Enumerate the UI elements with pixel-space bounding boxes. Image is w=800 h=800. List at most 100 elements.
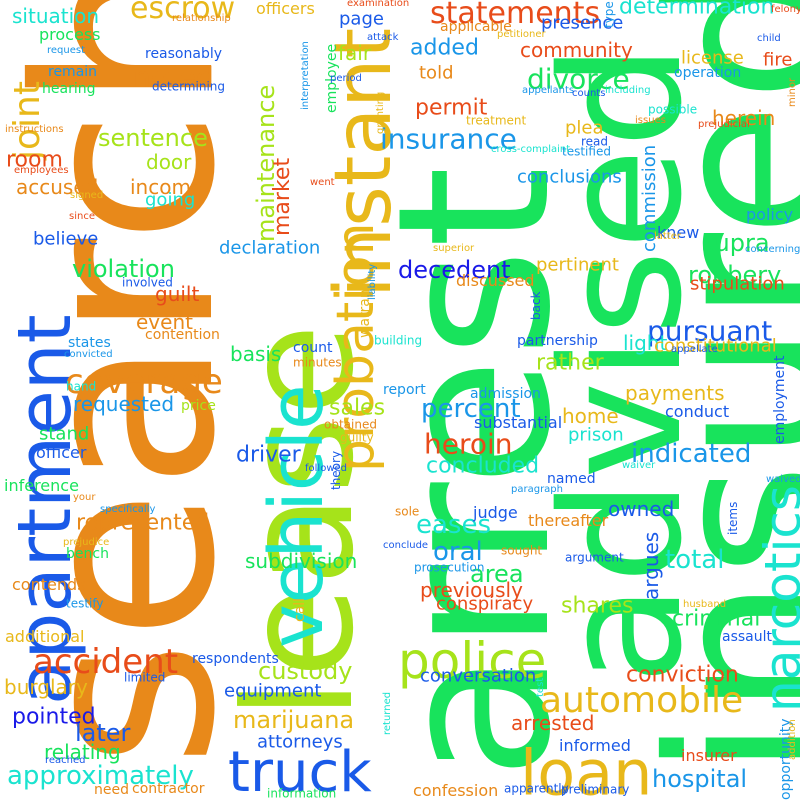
cloud-word: stand — [39, 423, 90, 445]
cloud-word: statements — [430, 0, 601, 31]
cloud-word: represented — [76, 510, 210, 536]
cloud-word: operation — [674, 64, 742, 81]
cloud-word: custody — [258, 656, 353, 685]
cloud-word: policy — [746, 205, 794, 225]
cloud-word: later — [75, 718, 131, 747]
cloud-word: substantial — [474, 413, 563, 433]
cloud-word: call — [292, 597, 308, 622]
cloud-word: apparently — [504, 781, 569, 796]
cloud-word: remain — [48, 63, 98, 80]
cloud-word: granting — [375, 91, 386, 134]
cloud-word: discussed — [456, 271, 535, 291]
cloud-word: pertinent — [536, 254, 619, 276]
cloud-word: prejudicial — [698, 119, 750, 130]
cloud-word: relating — [44, 740, 121, 764]
cloud-word: employees — [14, 165, 69, 176]
cloud-word: appellants — [522, 85, 575, 96]
cloud-word: accident — [33, 641, 179, 682]
cloud-word: total — [665, 545, 725, 576]
cloud-word: fair — [338, 41, 372, 65]
cloud-word: presence — [541, 12, 624, 34]
cloud-word: criminal — [672, 606, 761, 632]
cloud-word: building — [374, 333, 423, 348]
cloud-word: added — [410, 35, 479, 61]
cloud-word: cross-complaint — [491, 144, 571, 155]
cloud-word: supra — [702, 228, 770, 257]
cloud-word: contractor — [132, 780, 205, 797]
cloud-word: insurance — [380, 122, 517, 156]
cloud-word: driver — [236, 442, 301, 468]
cloud-word: counts — [572, 88, 606, 99]
cloud-word: attack — [367, 32, 399, 43]
cloud-word: obtained — [324, 417, 377, 432]
cloud-word: fire — [763, 49, 793, 71]
cloud-word: officer — [36, 443, 87, 463]
cloud-word: instructions — [5, 124, 64, 135]
cloud-word: coverage — [65, 361, 223, 402]
cloud-word: specifically — [100, 504, 156, 515]
cloud-word: guilty — [340, 430, 374, 445]
cloud-word: partnership — [517, 332, 598, 349]
cloud-word: prejudice — [63, 537, 110, 548]
cloud-word: argues — [639, 531, 663, 600]
cloud-word: escrow — [130, 0, 236, 26]
cloud-word: indicated — [631, 439, 752, 470]
cloud-word: reasonably — [145, 45, 223, 62]
cloud-word: conversation — [420, 665, 537, 687]
cloud-word: reached — [45, 755, 86, 766]
cloud-word: loan — [520, 736, 653, 800]
cloud-word: hand — [66, 379, 97, 394]
cloud-word: superior — [433, 243, 475, 254]
cloud-word: light — [623, 331, 668, 355]
cloud-word: payments — [625, 381, 725, 405]
cloud-word: request — [47, 45, 86, 56]
cloud-word: items — [726, 501, 740, 535]
cloud-word: possible — [648, 102, 698, 117]
cloud-word: eases — [416, 510, 492, 541]
cloud-word: event — [136, 310, 193, 334]
cloud-word: herein — [712, 106, 776, 130]
cloud-word: stipulation — [690, 273, 785, 295]
cloud-word: equipment — [224, 680, 322, 702]
cloud-word: going — [145, 189, 196, 211]
cloud-word: since — [69, 211, 95, 222]
cloud-word: respondents — [192, 650, 279, 667]
cloud-word: named — [547, 470, 596, 487]
cloud-word: convicted — [64, 349, 113, 360]
cloud-word: inference — [4, 476, 79, 496]
cloud-word: believe — [33, 228, 99, 250]
cloud-word: page — [339, 8, 384, 30]
cloud-word: area — [470, 559, 524, 588]
cloud-word: applicable — [440, 18, 512, 35]
cloud-word: felony — [771, 4, 800, 15]
cloud-word: narcotics — [754, 485, 800, 712]
cloud-word: latter — [654, 231, 682, 242]
cloud-word: minor — [787, 77, 798, 107]
cloud-word: employment — [772, 355, 788, 445]
cloud-word: testified — [562, 144, 611, 159]
cloud-word: confession — [413, 781, 499, 800]
cloud-word: limited — [124, 670, 166, 685]
cloud-word: waiver — [622, 460, 656, 471]
cloud-word: examination — [347, 0, 410, 9]
cloud-word: sole — [395, 504, 420, 519]
cloud-word: including — [605, 85, 651, 96]
cloud-word: license — [681, 47, 744, 69]
cloud-word: room — [6, 147, 63, 173]
cloud-word: community — [520, 38, 633, 62]
cloud-word: signed — [70, 190, 104, 201]
cloud-word: prosecution — [414, 560, 485, 575]
cloud-word: door — [146, 150, 192, 174]
cloud-word: preliminary — [561, 782, 630, 797]
cloud-word: insurer — [681, 746, 737, 766]
cloud-word: paragraph — [511, 484, 563, 495]
cloud-word: hearing — [42, 80, 96, 97]
cloud-word: automobile — [540, 680, 744, 722]
cloud-word: information — [267, 786, 337, 800]
cloud-word: permit — [415, 95, 488, 121]
cloud-word: thereafter — [528, 511, 609, 531]
cloud-word: informed — [559, 736, 631, 756]
cloud-word: attorneys — [257, 731, 343, 753]
cloud-word: sales — [329, 395, 386, 421]
